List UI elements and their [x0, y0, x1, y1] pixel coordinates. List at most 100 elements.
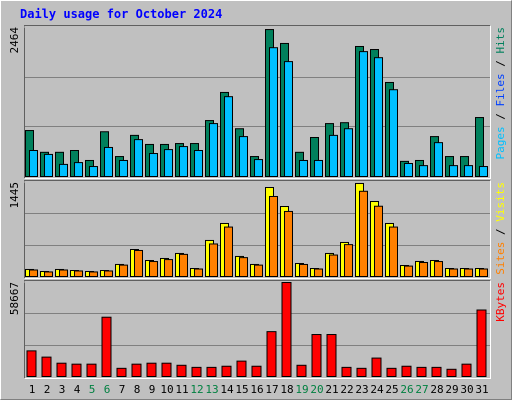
x-tick-label: 31: [475, 383, 488, 396]
bar: [104, 146, 113, 178]
bar: [221, 365, 232, 378]
panel: [24, 280, 490, 378]
legend-separator: /: [494, 107, 507, 127]
bar: [176, 364, 187, 377]
bar: [179, 253, 188, 278]
panel-border: [24, 180, 491, 279]
bar: [419, 262, 428, 278]
x-tick-label: 2: [44, 383, 51, 396]
bar: [329, 254, 338, 277]
x-tick-label: 17: [265, 383, 278, 396]
bar: [284, 61, 293, 177]
bar: [194, 149, 203, 177]
bar: [119, 159, 128, 178]
bar: [194, 268, 203, 278]
bar: [44, 271, 53, 278]
bar: [449, 165, 458, 178]
bar: [479, 166, 488, 178]
legend: Sites / Visits: [494, 182, 507, 275]
bar: [266, 331, 277, 378]
panel-border: [24, 280, 491, 379]
x-tick-label: 19: [295, 383, 308, 396]
bar: [446, 368, 457, 378]
bar: [251, 365, 262, 378]
x-tick-label: 28: [430, 383, 443, 396]
bar: [299, 263, 308, 277]
bar: [356, 367, 367, 378]
x-tick-label: 6: [104, 383, 111, 396]
bar: [239, 257, 248, 277]
x-tick-label: 15: [235, 383, 248, 396]
bar: [254, 264, 263, 277]
y-tick-label: 58667: [8, 282, 21, 315]
bar: [344, 244, 353, 278]
bar: [59, 163, 68, 177]
x-tick-label: 3: [59, 383, 66, 396]
bar: [179, 146, 188, 178]
x-tick-label: 12: [190, 383, 203, 396]
bar: [476, 309, 487, 378]
bar: [434, 261, 443, 277]
x-tick-label: 27: [415, 383, 428, 396]
bar: [164, 149, 173, 177]
bar: [29, 149, 38, 177]
bar: [269, 47, 278, 178]
bar: [56, 362, 67, 377]
x-tick-label: 4: [74, 383, 81, 396]
bar: [341, 366, 352, 377]
bar: [416, 366, 427, 377]
bar: [224, 226, 233, 277]
x-tick-label: 16: [250, 383, 263, 396]
bar: [104, 270, 113, 277]
bar: [71, 363, 82, 377]
legend-item: Files: [494, 73, 507, 106]
bar: [296, 364, 307, 377]
legend-separator: /: [494, 54, 507, 74]
x-tick-label: 8: [134, 383, 141, 396]
bar: [389, 89, 398, 177]
x-tick-label: 18: [280, 383, 293, 396]
y-tick-label: 1445: [8, 182, 21, 209]
bar: [59, 269, 68, 278]
bar: [314, 159, 323, 178]
bar: [224, 96, 233, 177]
bar: [44, 153, 53, 177]
x-tick-label: 14: [220, 383, 234, 396]
bar: [146, 362, 157, 377]
legend-item: KBytes: [494, 282, 507, 322]
bar: [344, 128, 353, 178]
bar: [164, 259, 173, 278]
bar: [41, 356, 52, 377]
x-tick-label: 21: [325, 383, 338, 396]
bar: [191, 366, 202, 377]
bar: [464, 165, 473, 178]
x-tick-label: 13: [205, 383, 218, 396]
bar: [404, 265, 413, 278]
bar: [431, 366, 442, 377]
legend-separator: /: [494, 222, 507, 242]
bar: [329, 134, 338, 177]
x-tick-label: 11: [175, 383, 188, 396]
x-tick-label: 1: [29, 383, 36, 396]
bar: [149, 153, 158, 177]
bar: [326, 334, 337, 377]
panel-border: [24, 280, 491, 379]
y-tick-label: 2464: [8, 27, 21, 54]
bar: [74, 270, 83, 277]
x-tick-label: 26: [400, 383, 413, 396]
legend-item: Sites: [494, 242, 507, 275]
bar: [401, 365, 412, 378]
legend: KBytes: [494, 282, 507, 322]
bar: [209, 123, 218, 177]
bar: [449, 268, 458, 278]
bar: [89, 166, 98, 178]
bar: [206, 366, 217, 377]
bar: [236, 360, 247, 377]
bar: [119, 264, 128, 277]
panel: [24, 25, 490, 178]
bar: [239, 136, 248, 177]
panel-border: [24, 25, 491, 179]
x-tick-label: 7: [119, 383, 126, 396]
bar: [314, 268, 323, 278]
